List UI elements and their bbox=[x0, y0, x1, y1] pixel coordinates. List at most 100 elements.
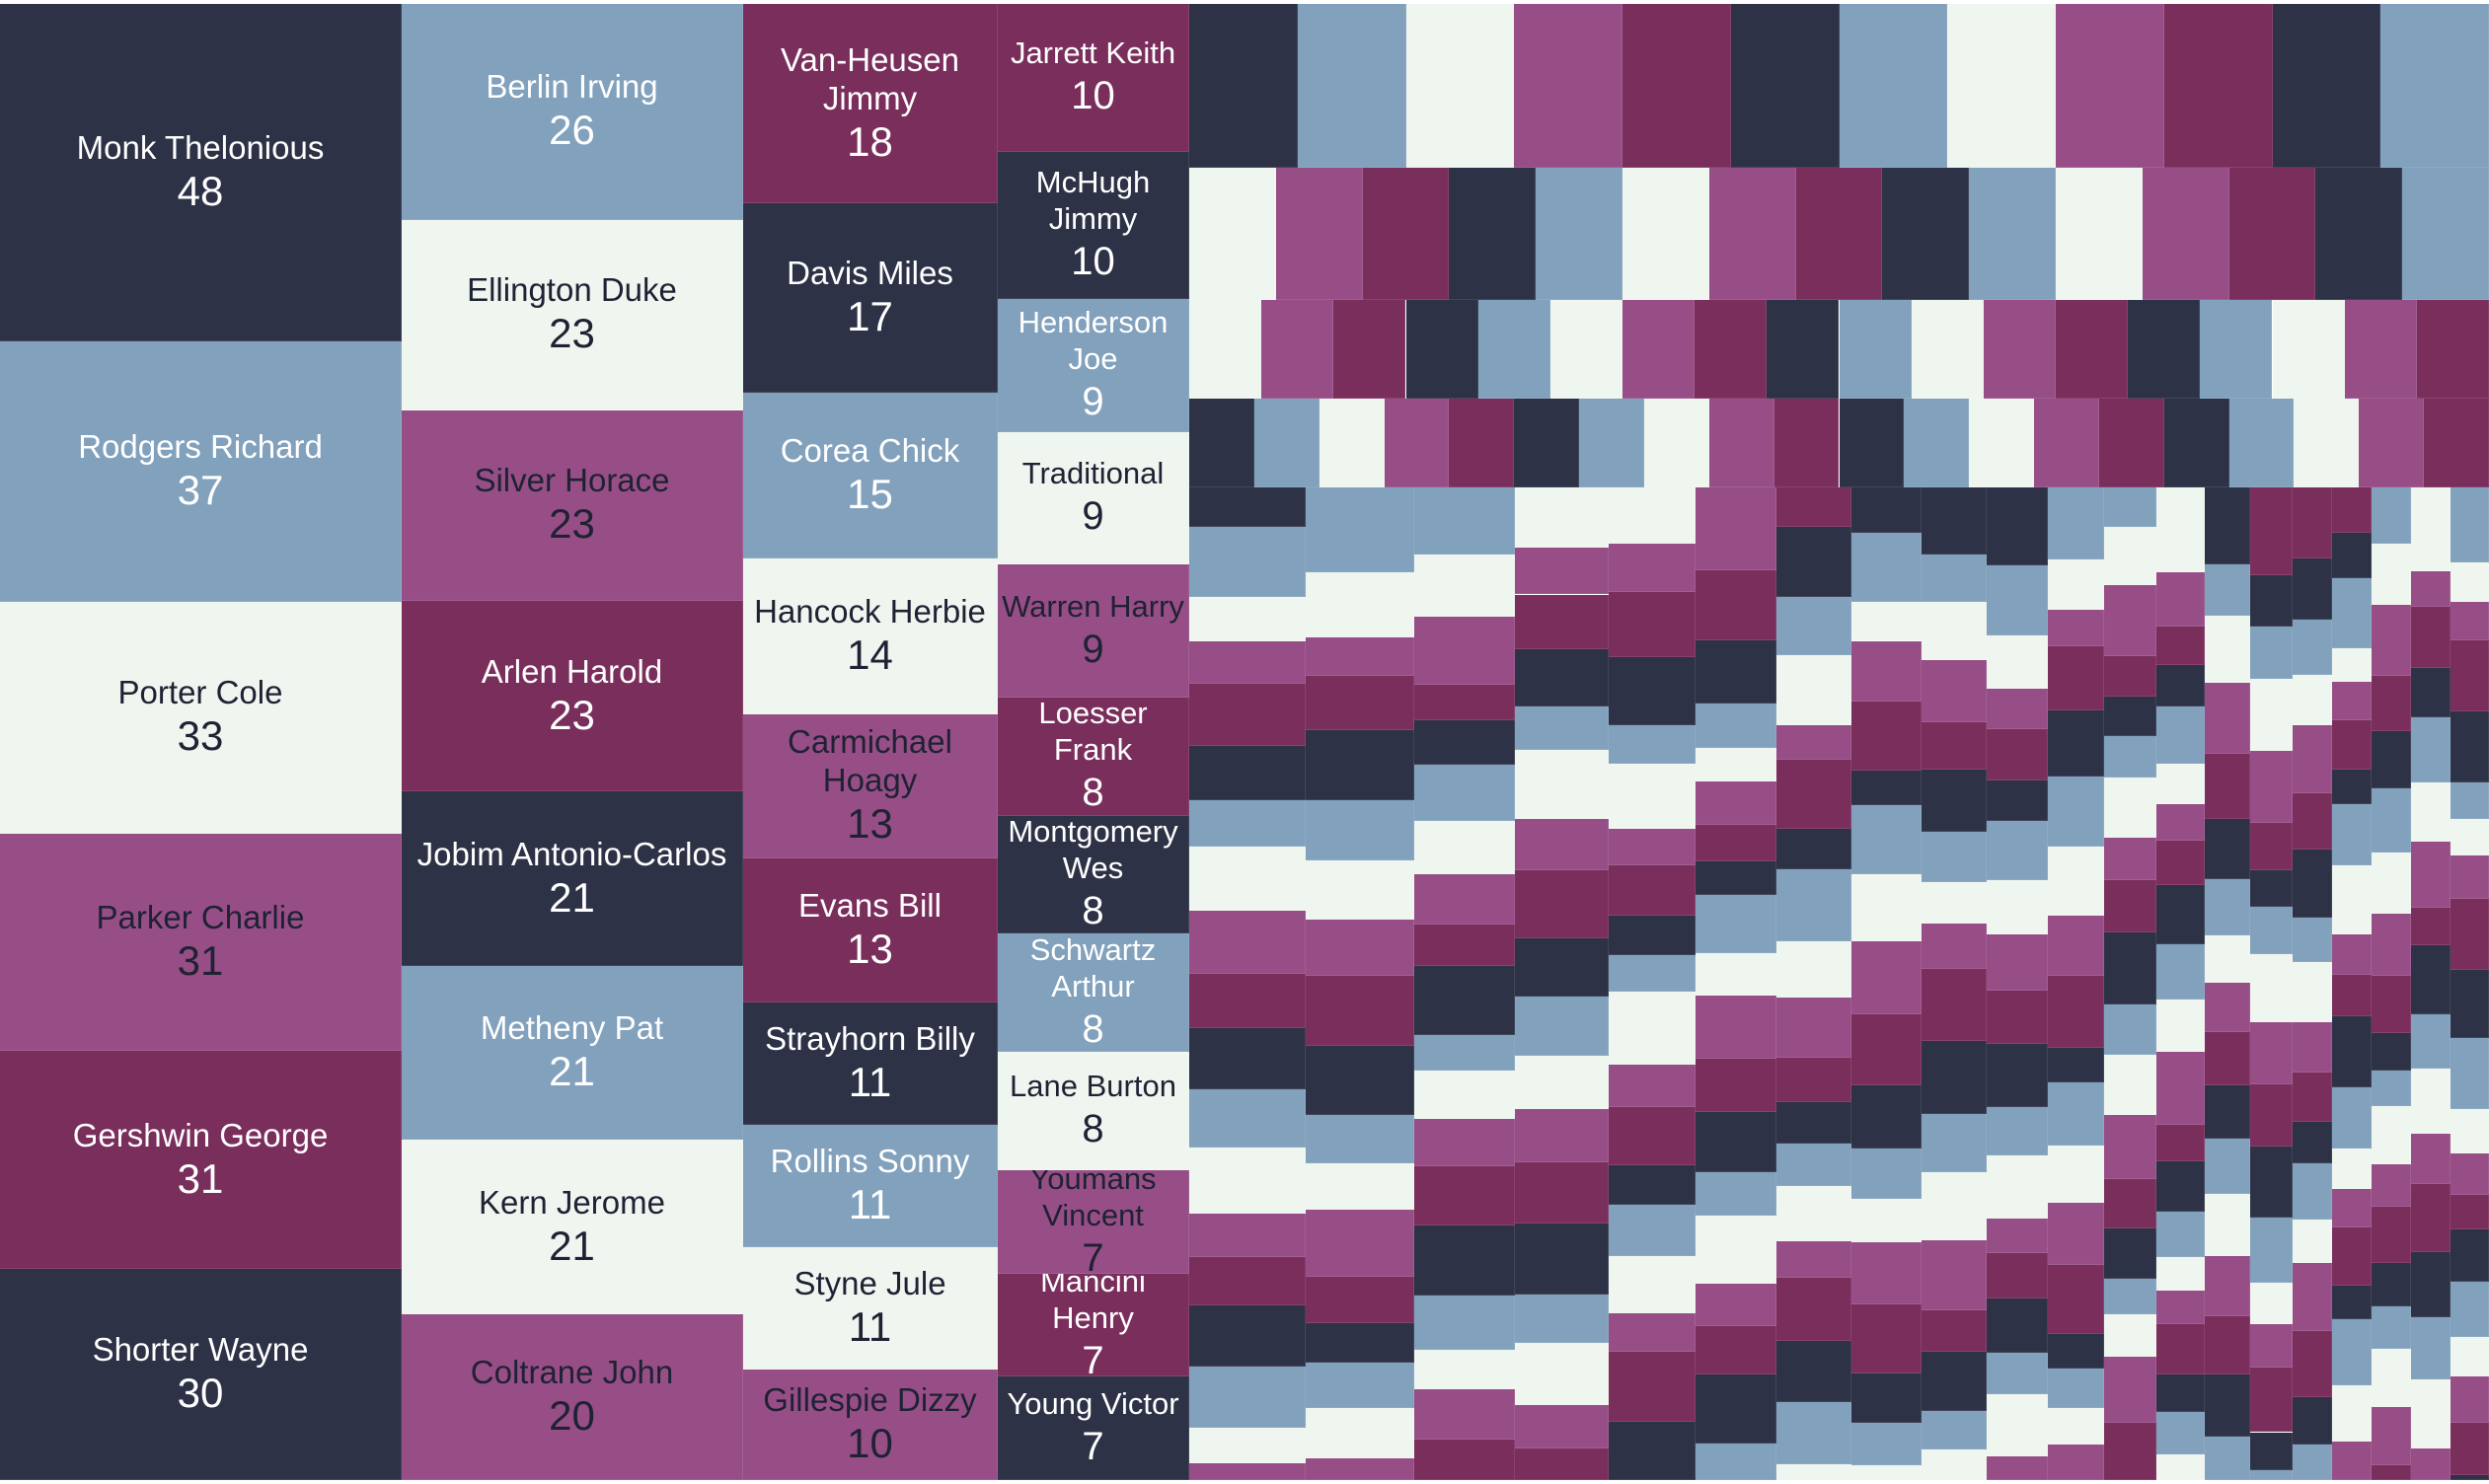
treemap-cell-unlabeled bbox=[2128, 300, 2201, 399]
treemap-cell-unlabeled bbox=[1306, 1276, 1414, 1324]
treemap-cell-unlabeled bbox=[1987, 1154, 2048, 1219]
treemap-cell-unlabeled bbox=[1839, 399, 1905, 487]
treemap-cell-unlabeled bbox=[2332, 933, 2373, 975]
treemap-cell-unlabeled bbox=[1608, 1204, 1696, 1256]
treemap-cell-unlabeled bbox=[1608, 954, 1696, 992]
treemap-cell-unlabeled bbox=[2451, 561, 2489, 603]
treemap-cell-unlabeled bbox=[1514, 648, 1609, 707]
treemap-cell-unlabeled bbox=[2451, 1422, 2489, 1475]
treemap-cell-unlabeled bbox=[1695, 1326, 1777, 1375]
treemap-cell-unlabeled bbox=[2047, 846, 2104, 916]
treemap-cell-unlabeled bbox=[1189, 487, 1306, 527]
treemap-cell-unlabeled bbox=[2411, 907, 2451, 945]
treemap-cell-unlabeled bbox=[1514, 706, 1609, 750]
treemap-cell-unlabeled bbox=[1695, 704, 1777, 749]
treemap-cell-unlabeled bbox=[1776, 655, 1852, 726]
treemap-cell-unlabeled bbox=[2047, 1265, 2104, 1334]
treemap-cell-unlabeled bbox=[2380, 4, 2489, 168]
treemap-cell-value: 11 bbox=[848, 1059, 892, 1106]
treemap-cell-value: 18 bbox=[847, 117, 893, 165]
treemap-cell-unlabeled bbox=[2250, 1218, 2294, 1283]
treemap-cell-unlabeled bbox=[1413, 1035, 1515, 1072]
treemap-cell-unlabeled bbox=[1987, 1218, 2048, 1253]
treemap-cell-unlabeled bbox=[1189, 4, 1298, 168]
treemap-cell-unlabeled bbox=[1987, 729, 2048, 781]
treemap-cell-unlabeled bbox=[2451, 640, 2489, 712]
treemap-cell-unlabeled bbox=[2200, 300, 2273, 399]
treemap-cell-unlabeled bbox=[2250, 575, 2294, 627]
treemap-cell-name: Silver Horace bbox=[474, 462, 670, 499]
treemap-cell-unlabeled bbox=[2411, 571, 2451, 608]
treemap-cell-value: 8 bbox=[1082, 771, 1104, 815]
treemap-cell-unlabeled bbox=[2411, 487, 2451, 572]
treemap-cell-unlabeled bbox=[1189, 800, 1306, 848]
treemap-cell-value: 8 bbox=[1082, 1006, 1104, 1051]
treemap-cell-unlabeled bbox=[2205, 487, 2251, 565]
treemap-cell-unlabeled bbox=[2250, 953, 2294, 1023]
treemap-cell-unlabeled bbox=[2332, 770, 2373, 804]
treemap-cell-unlabeled bbox=[1608, 1106, 1696, 1165]
treemap-cell-unlabeled bbox=[2047, 1445, 2104, 1480]
treemap-cell-unlabeled bbox=[1987, 934, 2048, 991]
treemap-cell-unlabeled bbox=[1987, 880, 2048, 935]
treemap-cell-unlabeled bbox=[2250, 907, 2294, 954]
treemap-cell-unlabeled bbox=[1413, 487, 1515, 555]
treemap-cell-unlabeled bbox=[1922, 659, 1988, 723]
treemap-cell-unlabeled bbox=[2372, 787, 2412, 853]
treemap-cell-unlabeled bbox=[2047, 487, 2104, 559]
treemap-cell-unlabeled bbox=[1608, 829, 1696, 866]
treemap-cell-unlabeled bbox=[1306, 729, 1414, 800]
treemap-cell-unlabeled bbox=[2372, 676, 2412, 732]
treemap-cell-unlabeled bbox=[2451, 487, 2489, 562]
treemap-cell-unlabeled bbox=[1922, 487, 1988, 555]
treemap-cell-unlabeled bbox=[2372, 1033, 2412, 1072]
treemap-cell-unlabeled bbox=[2047, 1369, 2104, 1408]
treemap-cell-unlabeled bbox=[1362, 168, 1450, 300]
treemap-cell-value: 9 bbox=[1082, 494, 1104, 539]
treemap-cell-unlabeled bbox=[1851, 1422, 1923, 1465]
treemap-cell-unlabeled bbox=[2332, 1086, 2373, 1149]
treemap-cell-unlabeled bbox=[2272, 300, 2345, 399]
treemap-cell-unlabeled bbox=[2047, 1047, 2104, 1082]
treemap-cell-unlabeled bbox=[1306, 1114, 1414, 1163]
treemap-cell-unlabeled bbox=[2411, 1378, 2451, 1449]
treemap-cell-unlabeled bbox=[1695, 1172, 1777, 1216]
treemap-cell-name: Gershwin George bbox=[72, 1116, 329, 1153]
treemap-cell-value: 17 bbox=[847, 293, 893, 340]
treemap-cell-unlabeled bbox=[2402, 168, 2489, 300]
treemap-cell-unlabeled bbox=[1413, 1165, 1515, 1226]
treemap-cell-unlabeled bbox=[2332, 487, 2373, 533]
treemap-cell-unlabeled bbox=[1514, 1055, 1609, 1110]
treemap-cell-unlabeled bbox=[1922, 722, 1988, 770]
treemap-cell-unlabeled bbox=[1413, 617, 1515, 686]
treemap-cell-unlabeled bbox=[2372, 852, 2412, 914]
treemap-cell-unlabeled bbox=[1987, 780, 2048, 821]
treemap-cell-unlabeled bbox=[1189, 1088, 1306, 1149]
treemap-cell-unlabeled bbox=[2293, 1122, 2333, 1163]
treemap-cell: Shorter Wayne 30 bbox=[0, 1269, 402, 1480]
treemap-cell-unlabeled bbox=[2156, 1324, 2206, 1375]
treemap-cell-unlabeled bbox=[1253, 399, 1320, 487]
treemap-cell-unlabeled bbox=[2103, 527, 2157, 585]
treemap-cell-unlabeled bbox=[1189, 1427, 1306, 1463]
treemap-cell-unlabeled bbox=[2156, 572, 2206, 627]
treemap-cell-unlabeled bbox=[1306, 637, 1414, 677]
treemap-cell-unlabeled bbox=[2451, 1337, 2489, 1376]
treemap-cell-unlabeled bbox=[1776, 1185, 1852, 1242]
treemap-cell: Lane Burton 8 bbox=[998, 1052, 1189, 1170]
treemap-cell-name: Young Victor bbox=[1007, 1385, 1179, 1421]
treemap-cell-unlabeled bbox=[2293, 1397, 2333, 1445]
treemap-cell-unlabeled bbox=[2228, 399, 2295, 487]
treemap-cell-value: 15 bbox=[847, 471, 893, 518]
treemap-cell-unlabeled bbox=[2372, 1106, 2412, 1164]
treemap-cell-unlabeled bbox=[2103, 1422, 2157, 1480]
treemap-cell-unlabeled bbox=[2372, 1464, 2412, 1480]
treemap-cell-unlabeled bbox=[2156, 1211, 2206, 1258]
treemap-cell-unlabeled bbox=[1306, 1323, 1414, 1364]
treemap-cell-unlabeled bbox=[2163, 4, 2273, 168]
treemap-cell-unlabeled bbox=[2047, 558, 2104, 611]
treemap-cell: Rodgers Richard 37 bbox=[0, 340, 402, 602]
treemap-cell: Rollins Sonny 11 bbox=[743, 1125, 998, 1247]
treemap-cell-name: Schwartz Arthur bbox=[1029, 933, 1157, 1003]
